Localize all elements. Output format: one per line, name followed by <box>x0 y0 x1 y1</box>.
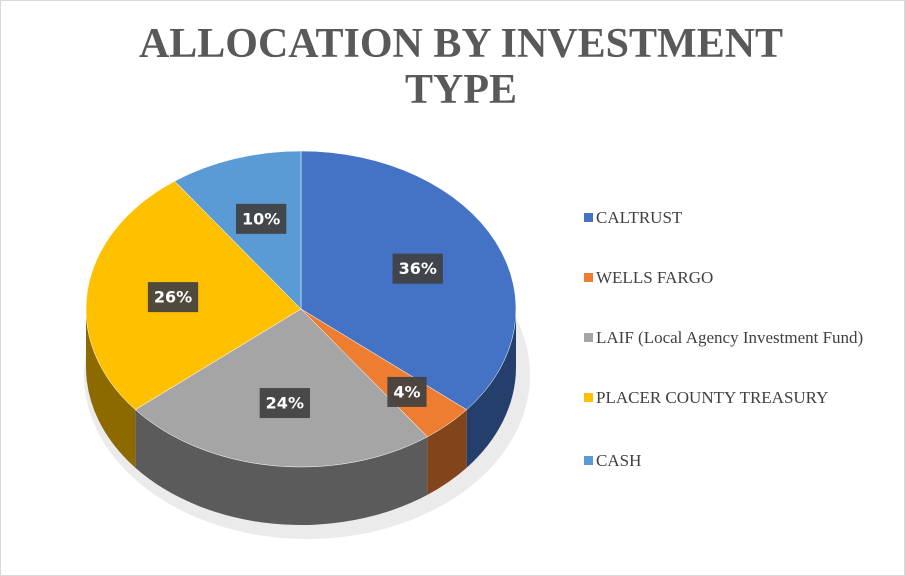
data-label-text: 10% <box>242 209 280 228</box>
legend-item: CASH <box>584 450 896 471</box>
data-label: 24% <box>259 388 310 419</box>
data-label-text: 24% <box>266 394 304 413</box>
slice-side <box>86 309 136 468</box>
data-label-box <box>235 203 287 234</box>
legend-label: PLACER COUNTY TREASURY <box>596 388 829 407</box>
legend-label: CASH <box>596 451 642 470</box>
data-label-box <box>259 388 310 419</box>
data-label: 10% <box>235 203 287 234</box>
legend-swatch <box>584 273 593 282</box>
data-label-box <box>387 376 427 407</box>
slice-side <box>427 409 467 495</box>
chart-title: ALLOCATION BY INVESTMENT TYPE <box>138 21 784 113</box>
legend-item: PLACER COUNTY TREASURY <box>584 387 896 408</box>
slice <box>134 308 428 468</box>
legend-label: CALTRUST <box>596 208 683 227</box>
legend-swatch <box>584 456 593 465</box>
legend-item: LAIF (Local Agency Investment Fund) <box>584 327 896 348</box>
data-label-text: 36% <box>399 259 437 278</box>
legend-label: LAIF (Local Agency Investment Fund) <box>596 328 864 347</box>
data-label: 4% <box>387 376 427 407</box>
data-label: 26% <box>147 282 199 313</box>
data-label: 36% <box>392 253 443 284</box>
legend-item: WELLS FARGO <box>584 267 896 288</box>
data-label-text: 26% <box>154 288 192 307</box>
data-label-text: 4% <box>393 382 420 401</box>
legend-swatch <box>584 333 593 342</box>
slice-side <box>466 309 516 468</box>
slice-side <box>135 409 428 525</box>
legend-item: CALTRUST <box>584 207 896 228</box>
legend-swatch <box>584 393 593 402</box>
legend-label: WELLS FARGO <box>596 268 714 287</box>
legend-swatch <box>584 213 593 222</box>
data-label-box <box>392 253 443 284</box>
data-label-box <box>147 282 199 313</box>
